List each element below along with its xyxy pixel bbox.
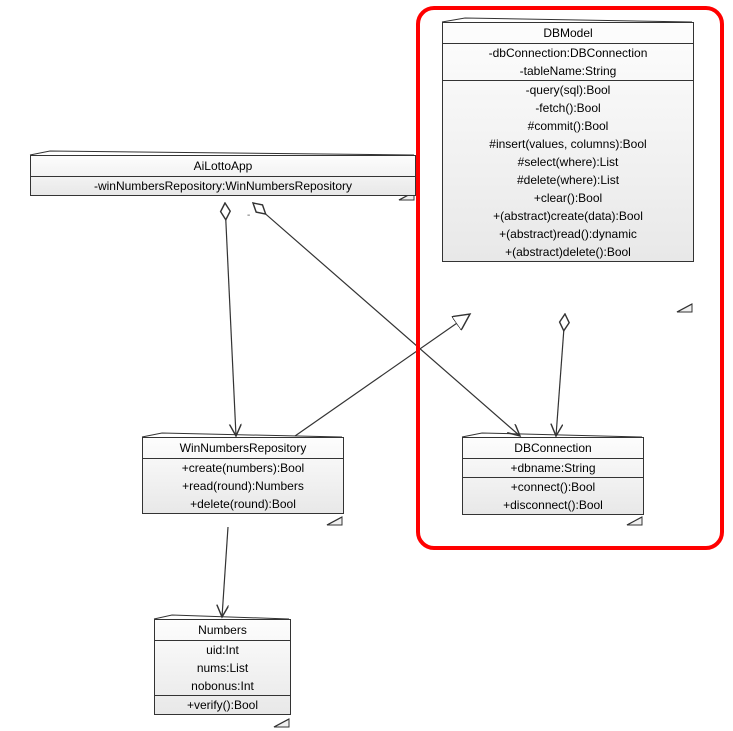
- edge-dbmodel-dbconnection: [556, 314, 565, 436]
- method: +clear():Bool: [443, 189, 693, 207]
- attr: -winNumbersRepository:WinNumbersReposito…: [31, 177, 415, 195]
- class-title: DBConnection: [463, 438, 643, 459]
- method: +disconnect():Bool: [463, 496, 643, 514]
- method: -fetch():Bool: [443, 99, 693, 117]
- class-dbmodel: DBModel -dbConnection:DBConnection -tabl…: [442, 22, 694, 262]
- method: +delete(round):Bool: [143, 495, 343, 513]
- class-winnumbersrepository: WinNumbersRepository +create(numbers):Bo…: [142, 437, 344, 514]
- attr: -dbConnection:DBConnection: [443, 44, 693, 62]
- attr: uid:Int: [155, 641, 290, 659]
- attr: nobonus:Int: [155, 677, 290, 695]
- class-title: DBModel: [443, 23, 693, 44]
- class-numbers: Numbers uid:Int nums:List nobonus:Int +v…: [154, 619, 291, 715]
- method: +verify():Bool: [155, 696, 290, 714]
- method: +create(numbers):Bool: [143, 459, 343, 477]
- method: +(abstract)create(data):Bool: [443, 207, 693, 225]
- attr: -tableName:String: [443, 62, 693, 80]
- method: +(abstract)delete():Bool: [443, 243, 693, 261]
- attr: +dbname:String: [463, 459, 643, 477]
- method: +(abstract)read():dynamic: [443, 225, 693, 243]
- class-dbconnection: DBConnection +dbname:String +connect():B…: [462, 437, 644, 515]
- class-title: AiLottoApp: [31, 156, 415, 177]
- method: #commit():Bool: [443, 117, 693, 135]
- class-ailottoapp: AiLottoApp -winNumbersRepository:WinNumb…: [30, 155, 416, 196]
- method: #delete(where):List: [443, 171, 693, 189]
- class-title: Numbers: [155, 620, 290, 641]
- method: -query(sql):Bool: [443, 81, 693, 99]
- method: #select(where):List: [443, 153, 693, 171]
- edge-ailottoapp-winnumbersrepo: [225, 203, 236, 436]
- svg-text:-: -: [247, 210, 250, 221]
- attr: nums:List: [155, 659, 290, 677]
- edge-winnumbersrepo-numbers: [222, 527, 228, 617]
- method: +connect():Bool: [463, 478, 643, 496]
- class-title: WinNumbersRepository: [143, 438, 343, 459]
- method: +read(round):Numbers: [143, 477, 343, 495]
- method: #insert(values, columns):Bool: [443, 135, 693, 153]
- edge-winnumbersrepo-dbmodel: [295, 314, 470, 436]
